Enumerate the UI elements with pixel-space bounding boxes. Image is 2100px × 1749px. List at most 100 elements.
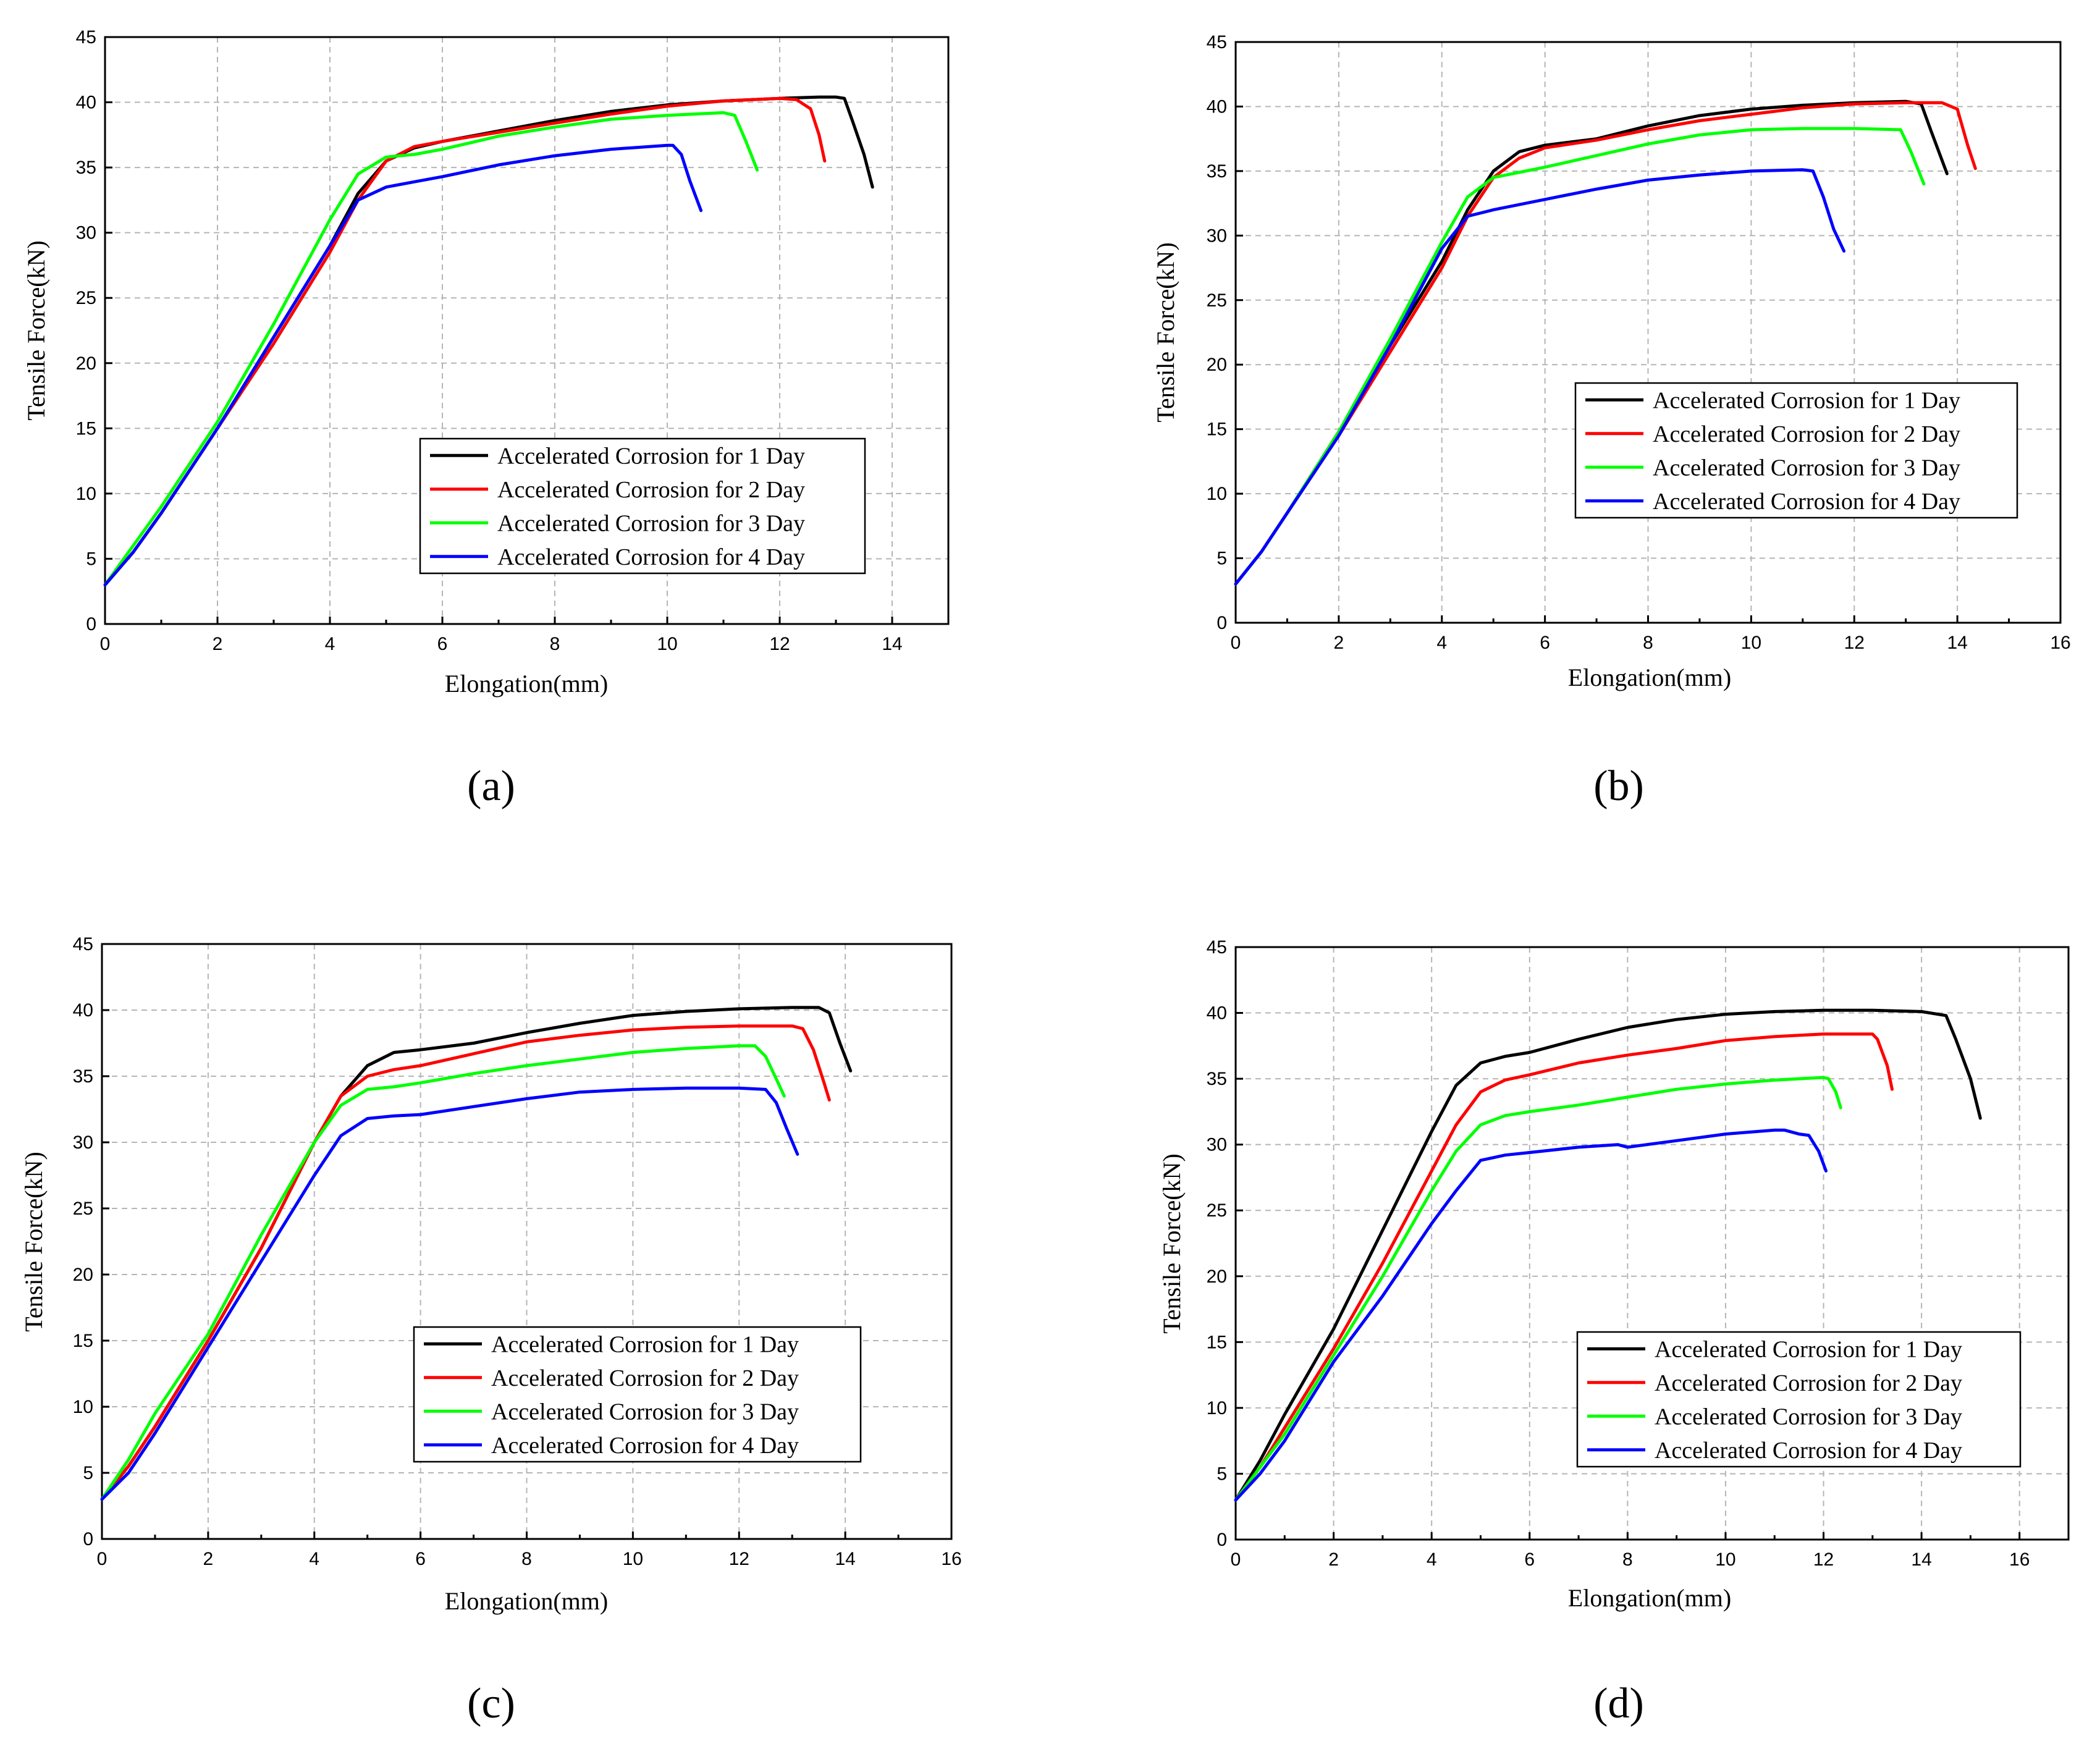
x-tick-label: 4 [325, 634, 335, 654]
legend-entry-day-3: Accelerated Corrosion for 3 Day [491, 1399, 799, 1425]
y-tick-label: 25 [1207, 1200, 1227, 1221]
x-tick-label: 16 [941, 1549, 961, 1569]
panel-label: (b) [1593, 762, 1644, 810]
y-tick-label: 20 [76, 353, 96, 374]
y-tick-label: 20 [1207, 355, 1227, 375]
legend-entry-day-4: Accelerated Corrosion for 4 Day [1655, 1438, 1962, 1464]
panel-label: (c) [467, 1680, 515, 1727]
x-tick-label: 14 [882, 634, 902, 654]
x-tick-label: 10 [1741, 633, 1761, 653]
plot-frame [1234, 41, 2062, 624]
y-tick-label: 5 [83, 1463, 93, 1483]
x-tick-label: 6 [415, 1549, 426, 1569]
chart-panel-c: 0 5 10 15 20 25 30 35 40 45 0 2 4 6 8 10 12 14 16 Accelerat… [20, 934, 962, 1727]
y-tick-label: 40 [1207, 96, 1227, 117]
legend-entry-day-4: Accelerated Corrosion for 4 Day [1653, 489, 1960, 515]
y-tick-label: 20 [1207, 1266, 1227, 1287]
x-tick-label: 0 [97, 1549, 108, 1569]
x-tick-label: 0 [1231, 1549, 1241, 1570]
y-tick-label: 35 [73, 1066, 93, 1087]
legend-entry-day-3: Accelerated Corrosion for 3 Day [1655, 1404, 1962, 1430]
x-tick-label: 12 [1844, 633, 1865, 653]
y-tick-label: 40 [76, 93, 96, 113]
y-tick-label: 5 [86, 549, 96, 569]
y-tick-label: 40 [1207, 1003, 1227, 1024]
x-tick-label: 6 [437, 634, 448, 654]
y-tick-label: 35 [1207, 1069, 1227, 1089]
y-tick-label: 30 [1207, 225, 1227, 246]
plot-frame [104, 36, 950, 625]
chart-panel-b: 0 5 10 15 20 25 30 35 40 45 0 2 4 6 8 10 12 14 16 Accelerat… [1152, 32, 2071, 810]
panel-label: (d) [1593, 1680, 1644, 1727]
y-tick-label: 30 [1207, 1135, 1227, 1155]
series-line-day-2 [100, 1024, 831, 1501]
legend-box [1574, 382, 2018, 519]
x-tick-label: 0 [100, 634, 111, 654]
panel-label: (a) [467, 762, 515, 810]
y-tick-label: 25 [1207, 290, 1227, 311]
series-line-day-3 [1234, 1076, 1842, 1502]
x-axis-title: Elongation(mm) [1568, 664, 1731, 691]
series-line-day-4 [1234, 1128, 1828, 1502]
legend-entry-day-1: Accelerated Corrosion for 1 Day [497, 443, 805, 469]
y-tick-label: 10 [1207, 484, 1227, 504]
legend-entry-day-2: Accelerated Corrosion for 2 Day [1655, 1370, 1962, 1396]
y-tick-label: 45 [76, 27, 96, 48]
y-tick-label: 5 [1217, 549, 1227, 569]
legend-entry-day-1: Accelerated Corrosion for 1 Day [1653, 387, 1960, 413]
legend-entry-day-1: Accelerated Corrosion for 1 Day [1655, 1336, 1962, 1362]
x-tick-label: 14 [1947, 633, 1967, 653]
x-tick-label: 8 [521, 1549, 532, 1569]
x-tick-label: 10 [657, 634, 677, 654]
x-tick-label: 4 [1427, 1549, 1437, 1570]
y-tick-label: 25 [73, 1199, 93, 1219]
y-tick-label: 20 [73, 1265, 93, 1285]
x-tick-label: 16 [2009, 1549, 2030, 1570]
y-tick-label: 40 [73, 1000, 93, 1021]
x-axis-title: Elongation(mm) [445, 670, 608, 697]
legend-entry-day-2: Accelerated Corrosion for 2 Day [497, 477, 805, 503]
y-tick-label: 10 [73, 1397, 93, 1417]
x-tick-label: 12 [729, 1549, 749, 1569]
x-tick-label: 14 [835, 1549, 855, 1569]
y-tick-label: 25 [76, 288, 96, 308]
x-axis-title: Elongation(mm) [1568, 1584, 1731, 1612]
x-tick-label: 2 [1334, 633, 1344, 653]
y-tick-label: 15 [73, 1331, 93, 1351]
y-tick-label: 45 [73, 934, 93, 955]
x-tick-label: 10 [1715, 1549, 1735, 1570]
y-tick-label: 0 [83, 1529, 93, 1549]
series-line-day-4 [100, 1086, 799, 1501]
y-tick-label: 30 [73, 1132, 93, 1153]
x-tick-label: 8 [550, 634, 560, 654]
y-axis-title: Tensile Force(kN) [22, 240, 50, 421]
y-tick-label: 15 [76, 418, 96, 439]
x-tick-label: 8 [1643, 633, 1653, 653]
x-tick-label: 2 [1328, 1549, 1339, 1570]
series-line-day-3 [103, 111, 759, 587]
x-tick-label: 14 [1911, 1549, 1931, 1570]
x-tick-label: 0 [1231, 633, 1241, 653]
plot-frame [1234, 946, 2070, 1541]
y-tick-label: 35 [76, 158, 96, 178]
legend-entry-day-3: Accelerated Corrosion for 3 Day [497, 510, 805, 536]
y-tick-label: 30 [76, 223, 96, 243]
legend-entry-day-1: Accelerated Corrosion for 1 Day [491, 1331, 799, 1357]
x-tick-label: 2 [203, 1549, 214, 1569]
y-axis-title: Tensile Force(kN) [1158, 1153, 1186, 1334]
y-tick-label: 5 [1217, 1464, 1227, 1484]
series-line-day-3 [1234, 127, 1926, 586]
y-tick-label: 45 [1207, 937, 1227, 958]
legend-entry-day-2: Accelerated Corrosion for 2 Day [491, 1365, 799, 1391]
x-tick-label: 4 [309, 1549, 319, 1569]
legend-entry-day-3: Accelerated Corrosion for 3 Day [1653, 455, 1960, 481]
y-tick-label: 0 [86, 614, 96, 634]
x-tick-label: 10 [623, 1549, 643, 1569]
chart-panel-d: 0 5 10 15 20 25 30 35 40 45 0 2 4 6 8 10 12 14 16 Accelerat… [1158, 937, 2070, 1727]
y-tick-label: 10 [76, 484, 96, 504]
legend-entry-day-4: Accelerated Corrosion for 4 Day [497, 544, 805, 570]
y-tick-label: 0 [1217, 1530, 1227, 1550]
x-tick-label: 6 [1540, 633, 1550, 653]
series-line-day-3 [100, 1044, 786, 1501]
